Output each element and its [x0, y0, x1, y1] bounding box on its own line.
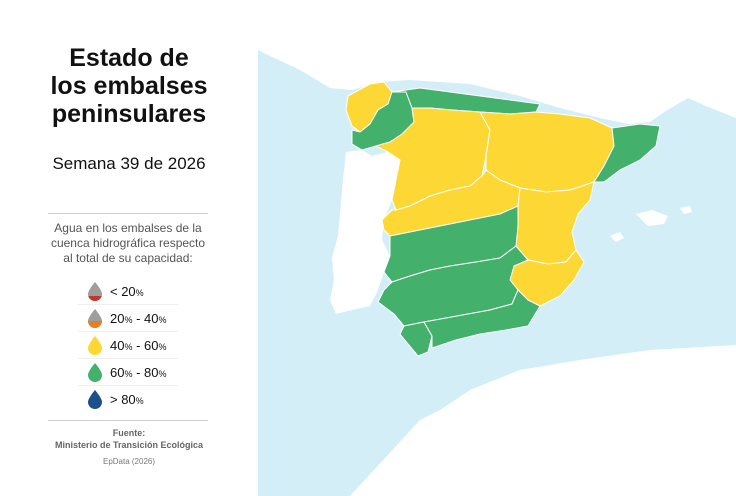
mallorca [636, 210, 668, 226]
legend-label: 60% - 80% [110, 364, 167, 380]
france [258, 0, 736, 124]
africa [350, 345, 736, 496]
drop-icon [88, 282, 102, 301]
info-panel: Estado de los embalses peninsulares Sema… [0, 0, 258, 496]
legend-label: 40% - 60% [110, 337, 167, 353]
legend: < 20% 20% - 40% 40% - 60% 60% - 80% [78, 278, 178, 412]
map [258, 0, 736, 496]
legend-item-gt80: > 80% [78, 386, 178, 412]
drop-icon [88, 363, 102, 382]
source-name: Ministerio de Transición Ecológica [54, 440, 204, 450]
legend-item-60-80: 60% - 80% [78, 359, 178, 386]
legend-description: Agua en los embalses de la cuenca hidrog… [50, 221, 206, 265]
legend-label: > 80% [110, 391, 144, 407]
legend-item-20-40: 20% - 40% [78, 305, 178, 332]
region-cataluna-interior [593, 123, 661, 183]
legend-label: 20% - 40% [110, 310, 167, 326]
map-title: Estado de los embalses peninsulares [50, 44, 208, 128]
drop-icon [88, 390, 102, 409]
divider [48, 213, 208, 214]
map-subtitle: Semana 39 de 2026 [52, 154, 206, 173]
legend-item-lt20: < 20% [78, 278, 178, 305]
region-andalucia-mediterranea [423, 289, 541, 349]
legend-item-40-60: 40% - 60% [78, 332, 178, 359]
divider [48, 420, 208, 421]
ibiza [610, 232, 624, 242]
drop-icon [88, 336, 102, 355]
source-title: Fuente: [112, 428, 146, 438]
drop-icon [88, 309, 102, 328]
credit: EpData (2026) [102, 457, 156, 466]
portugal [330, 150, 400, 314]
legend-label: < 20% [110, 283, 144, 299]
menorca [680, 206, 692, 214]
